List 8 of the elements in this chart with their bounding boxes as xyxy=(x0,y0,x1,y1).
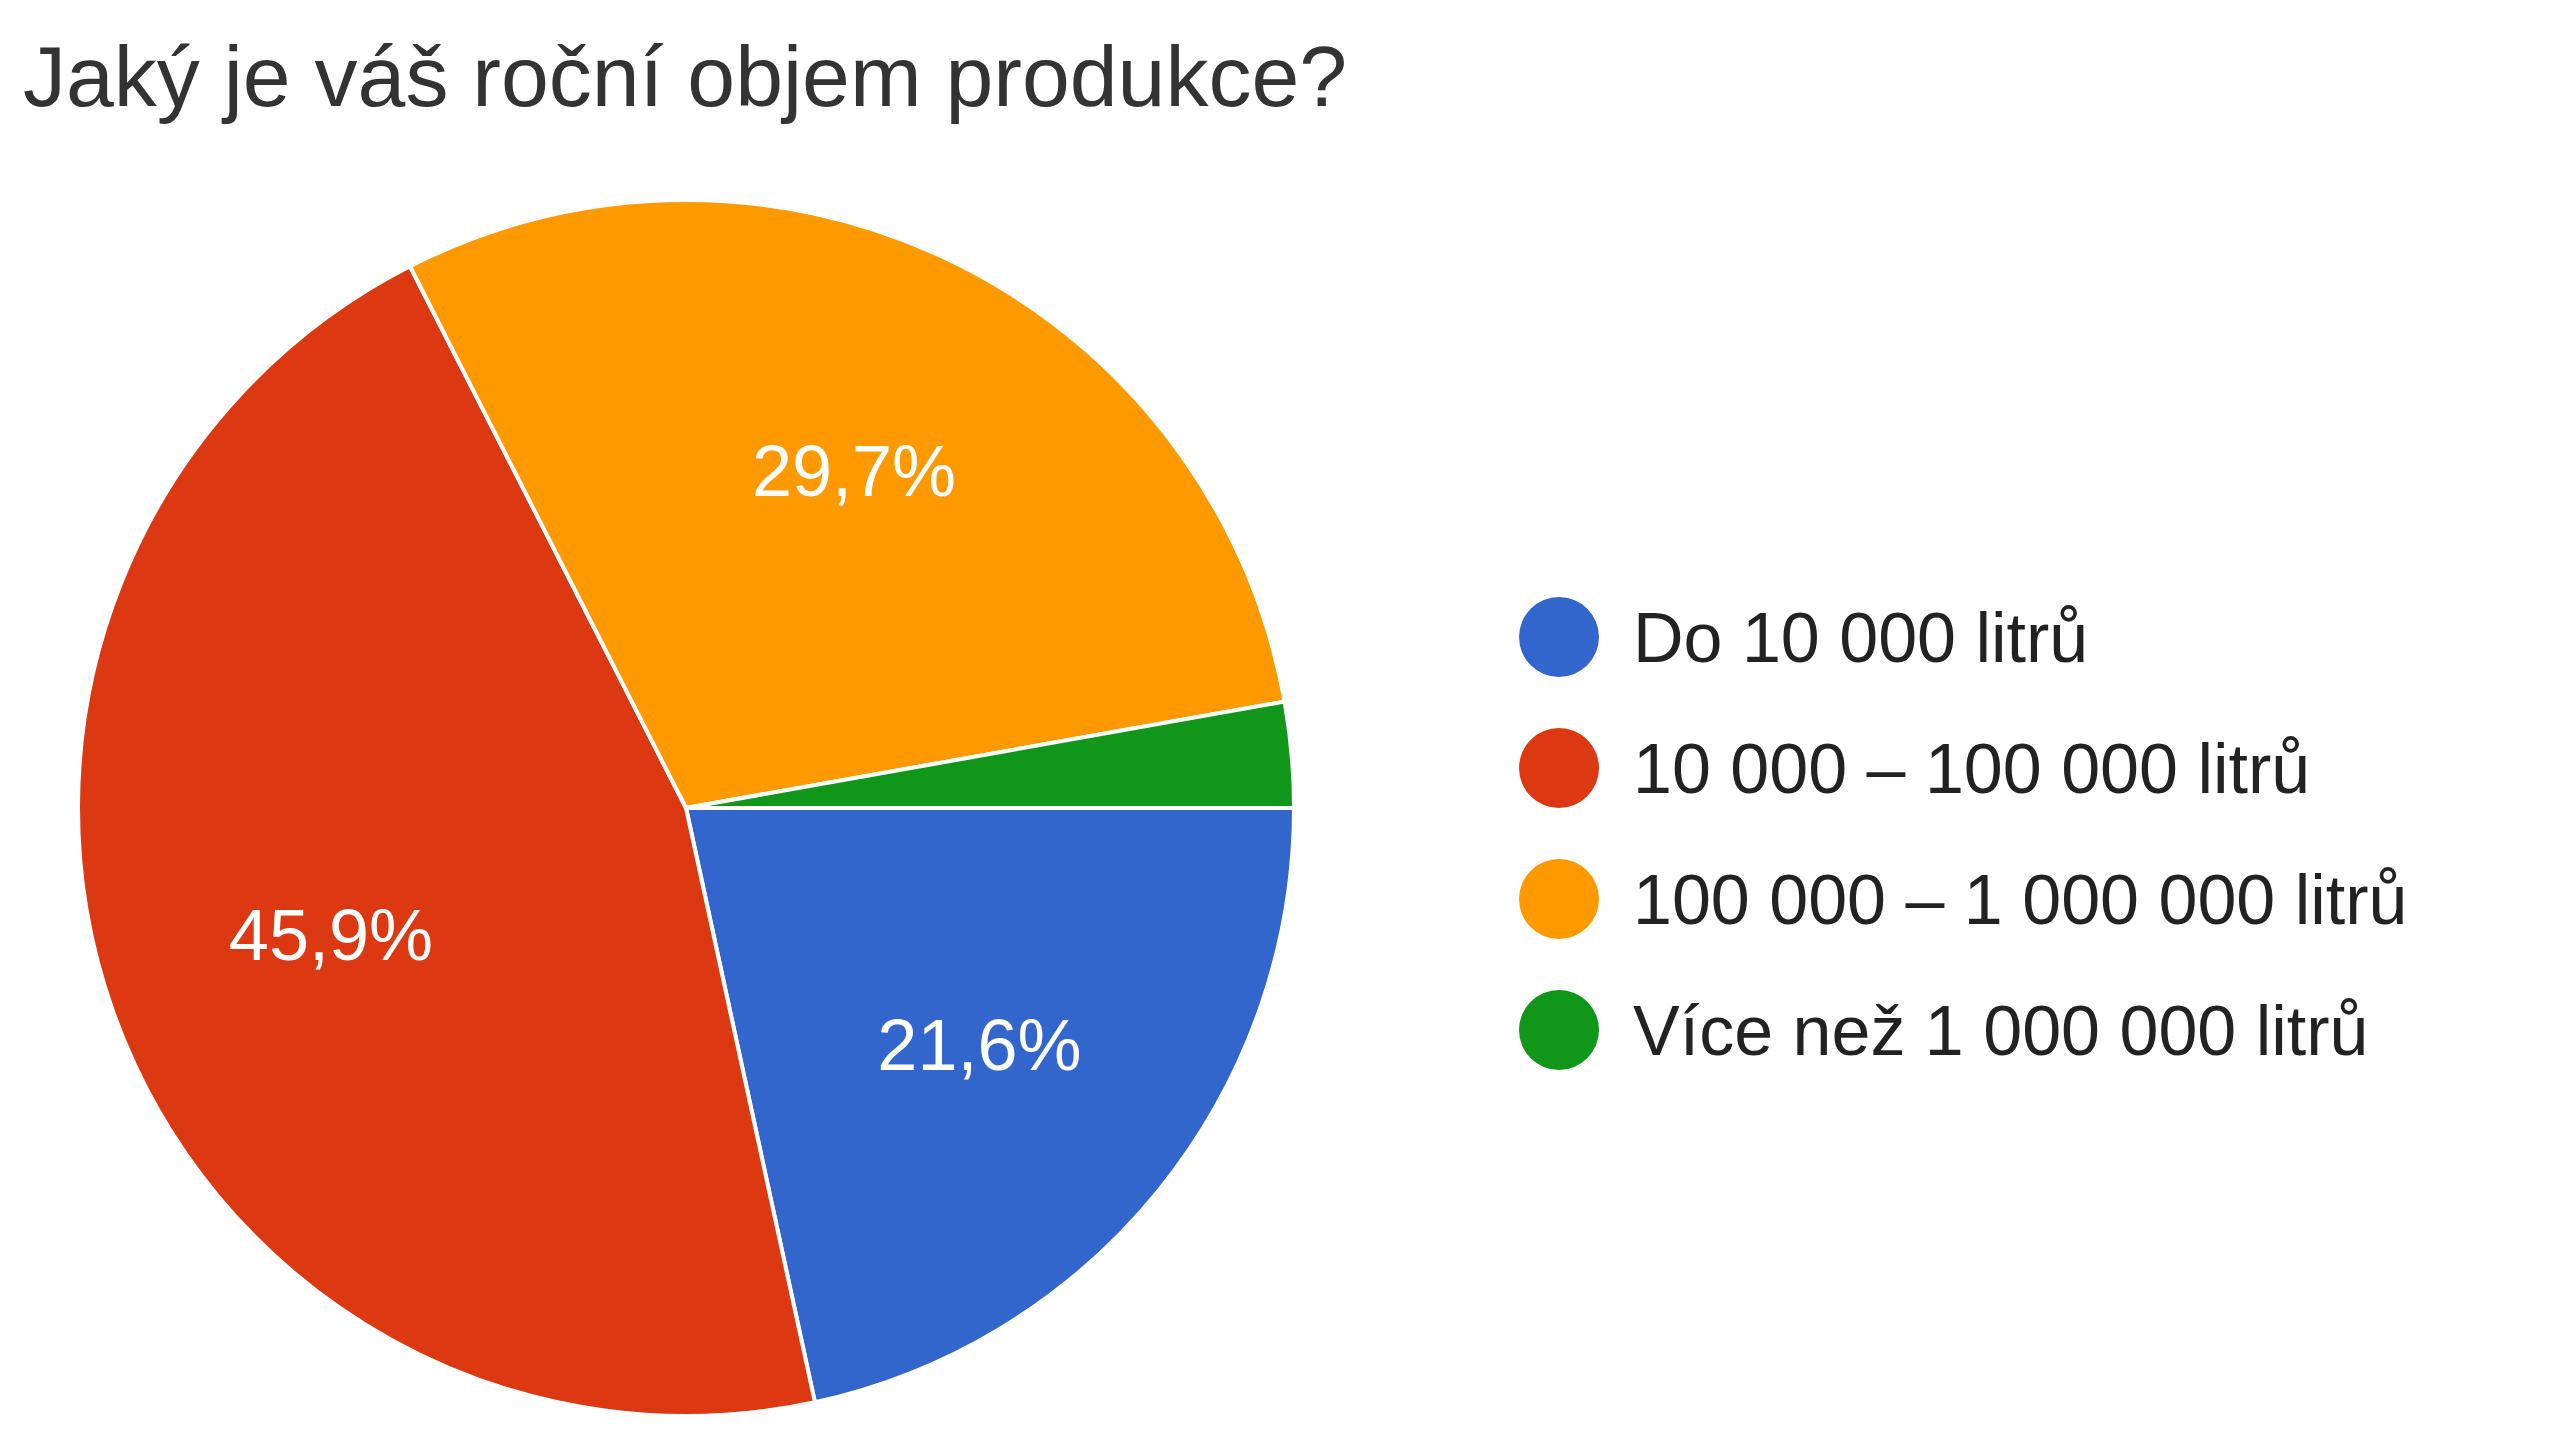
legend-label: Více než 1 000 000 litrů xyxy=(1633,992,2369,1071)
chart-title: Jaký je váš roční objem produkce? xyxy=(23,28,1348,124)
legend-label: 10 000 – 100 000 litrů xyxy=(1633,730,2311,809)
data-label: 21,6% xyxy=(877,1004,1082,1085)
data-label: 29,7% xyxy=(751,430,957,511)
legend-label: 100 000 – 1 000 000 litrů xyxy=(1633,861,2408,940)
data-label: 45,9% xyxy=(228,894,433,975)
legend-label: Do 10 000 litrů xyxy=(1633,599,2089,678)
